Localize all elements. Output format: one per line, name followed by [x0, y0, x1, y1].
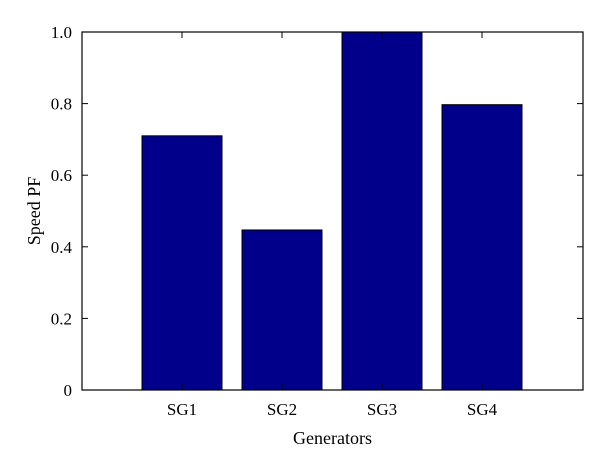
y-axis-label: Speed PF	[24, 177, 44, 246]
x-tick-label: SG3	[367, 400, 397, 419]
bar-sg3	[341, 31, 423, 391]
y-tick-label: 0.8	[51, 95, 72, 114]
y-tick-label: 0.6	[51, 166, 72, 185]
bar-sg1	[141, 135, 223, 391]
y-tick-label: 0.4	[51, 238, 73, 257]
x-tick-label: SG2	[267, 400, 297, 419]
x-axis-label: Generators	[293, 428, 372, 448]
x-tick-label: SG1	[167, 400, 197, 419]
y-tick-label: 1.0	[51, 23, 72, 42]
x-ticks-group: SG1 SG2 SG3 SG4	[167, 32, 498, 419]
plot-frame	[81, 31, 584, 391]
bars-group	[141, 31, 523, 391]
x-tick-label: SG4	[467, 400, 498, 419]
y-tick-label: 0.2	[51, 309, 72, 328]
y-ticks-group: 0 0.2 0.4 0.6 0.8 1.0	[51, 23, 583, 400]
bar-sg4	[441, 104, 523, 391]
bar-sg2	[241, 229, 323, 391]
y-tick-label: 0	[64, 381, 73, 400]
